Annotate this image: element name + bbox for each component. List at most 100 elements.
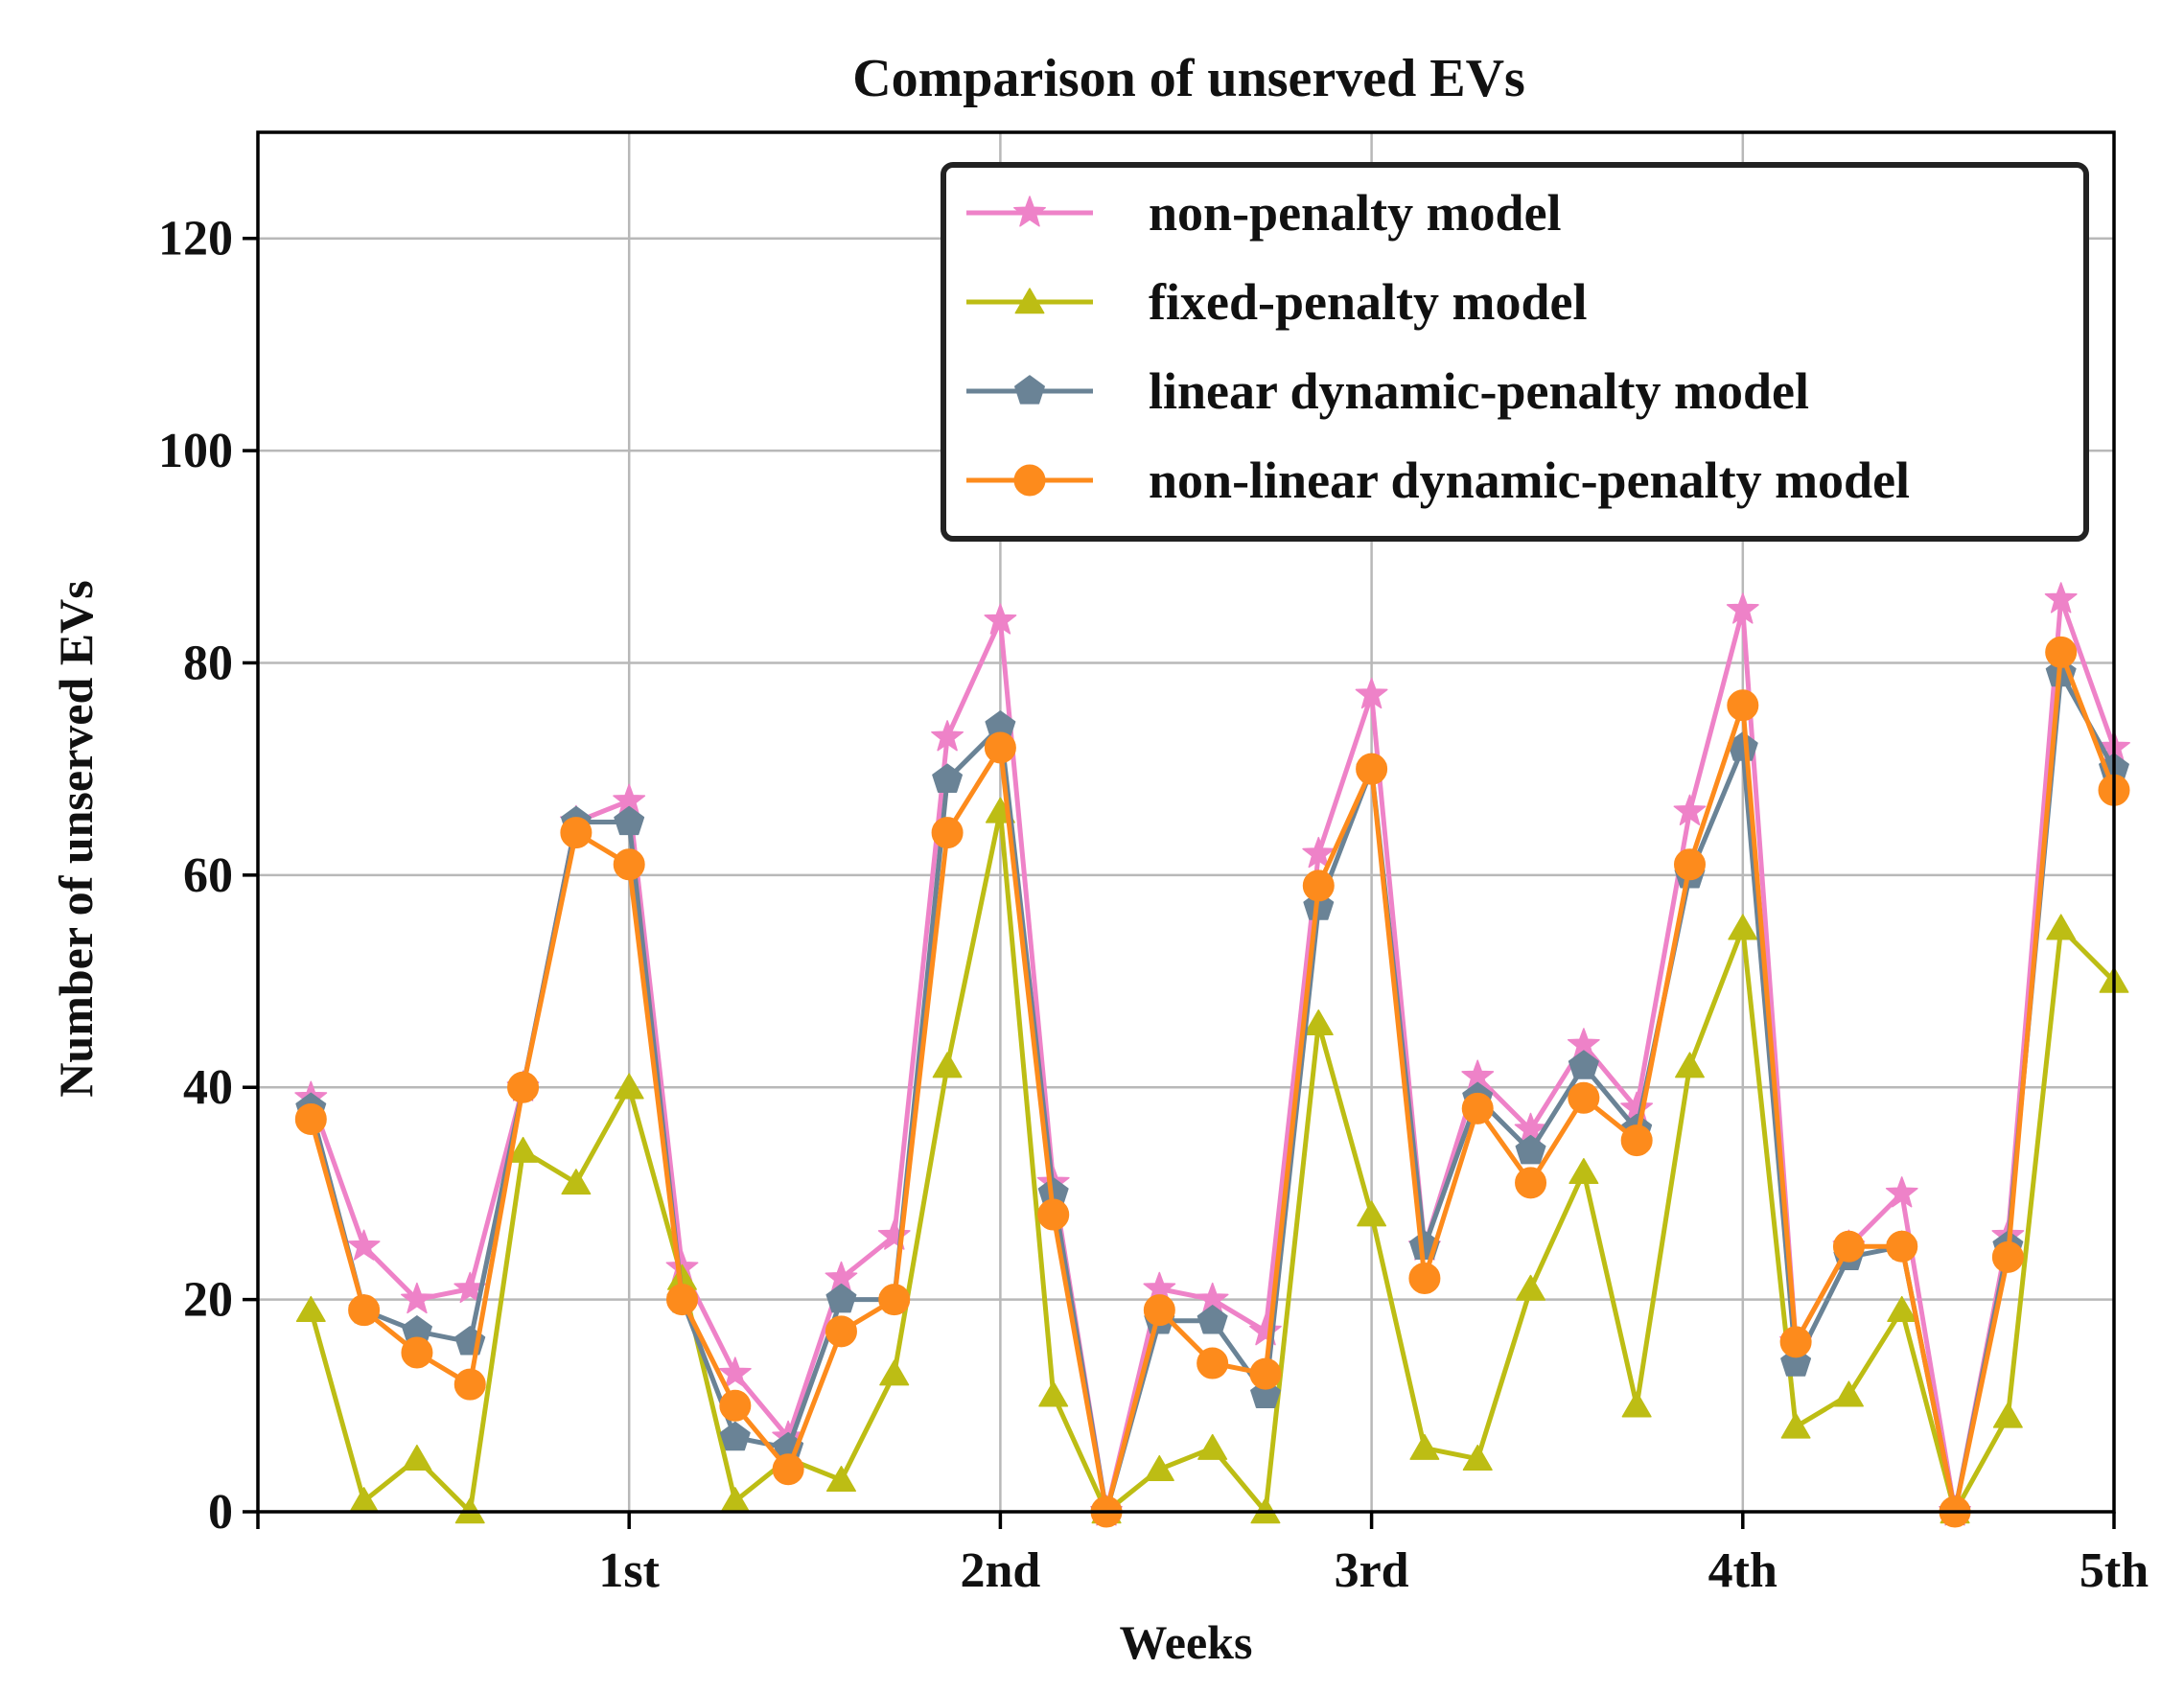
y-tick-label: 0 [208,1485,233,1540]
data-point [718,1356,752,1388]
data-point [984,603,1017,635]
legend-marker [1013,196,1046,227]
data-point [348,1294,381,1327]
series-1 [295,797,2129,1524]
legend-item: non-penalty model [966,184,1562,242]
data-point [294,1102,327,1135]
data-point [1568,1081,1600,1114]
data-point [825,1466,856,1493]
data-point [931,720,964,752]
series-line [308,671,2117,1515]
data-point [401,1282,433,1314]
data-point [1516,1274,1546,1301]
data-point [1037,1198,1070,1231]
plot-frame [256,130,2116,1514]
y-tick-label: 120 [158,212,233,267]
data-point [1302,836,1336,869]
y-axis-label: Number of unserved EVs [49,580,103,1097]
data-point [1728,914,1758,940]
data-point [1408,1262,1441,1294]
data-point [1462,1444,1493,1471]
data-point [1780,1412,1811,1439]
data-point [1038,1380,1069,1407]
x-tick-label: 5th [2079,1543,2149,1598]
x-tick-label: 3rd [1335,1543,1409,1598]
data-point [1991,1240,2024,1273]
data-point [1249,1314,1282,1346]
legend-box [941,162,2089,542]
data-point [508,1136,539,1163]
data-point [772,1453,804,1486]
y-tick-label: 100 [158,424,233,478]
data-point [1727,689,1759,722]
data-point [1143,1294,1175,1327]
data-point [1621,1391,1652,1418]
data-point [1461,1092,1494,1124]
data-point [1832,1230,1865,1263]
data-point [1833,1380,1864,1407]
series-layer [294,582,2130,1528]
data-point [1144,1454,1174,1481]
data-point [984,731,1016,764]
data-point [1197,1347,1229,1379]
data-point [932,763,964,793]
data-point [932,1052,963,1078]
series-line [308,649,2117,1515]
data-point [507,1071,540,1103]
data-point [719,1421,751,1451]
legend-label: non-penalty model [1149,184,1562,242]
data-point [1779,1326,1812,1358]
chart-title: Comparison of unserved EVs [852,49,1525,108]
data-point [1197,1305,1228,1334]
data-point [878,1284,911,1316]
x-tick-label: 2nd [960,1543,1040,1598]
data-point [1675,1052,1705,1078]
y-tick-label: 80 [183,636,233,690]
data-point [295,1295,326,1322]
data-point [613,848,645,881]
data-point [1568,1050,1599,1079]
legend-marker [1014,288,1045,314]
data-point [1673,848,1706,881]
data-point [1620,1124,1653,1157]
data-point [1515,1134,1546,1165]
data-point [1197,1433,1228,1460]
legend-item: linear dynamic-penalty model [966,362,1809,420]
legend-label: non-linear dynamic-penalty model [1149,452,1910,509]
x-tick-label: 4th [1708,1543,1777,1598]
data-point [719,1389,752,1422]
data-point [1673,794,1707,825]
legend-item: fixed-penalty model [966,273,1587,331]
data-point [614,805,645,836]
legend-label: fixed-penalty model [1149,273,1587,331]
y-axis: 0 20 40 60 80 100 120 [158,212,258,1540]
legend-marker [1014,375,1045,405]
y-tick-label: 40 [183,1060,233,1115]
data-point [1249,1357,1282,1390]
data-point [453,1368,486,1401]
data-point [825,1283,857,1313]
data-point [2044,582,2078,614]
data-point [1357,1200,1387,1227]
data-point [347,1229,381,1261]
data-point [1356,753,1388,785]
data-point [825,1315,857,1348]
data-point [879,1359,910,1386]
data-point [1355,677,1388,709]
data-point [1887,1295,1917,1322]
data-point [2046,914,2077,940]
x-tick-label: 1st [598,1543,660,1598]
data-point [561,1169,592,1195]
data-point [402,1444,432,1471]
data-point [877,1218,911,1250]
data-point [1568,1158,1599,1185]
legend: non-penalty model fixed-penalty model line… [941,162,2089,542]
x-axis-label: Weeks [1120,1615,1253,1669]
x-axis: 1st 2nd 3rd 4th 5th [256,1512,2149,1598]
legend-marker [1013,464,1046,497]
data-point [1409,1433,1440,1460]
data-point [931,817,964,849]
data-point [1886,1230,1918,1263]
data-point [614,1073,644,1100]
